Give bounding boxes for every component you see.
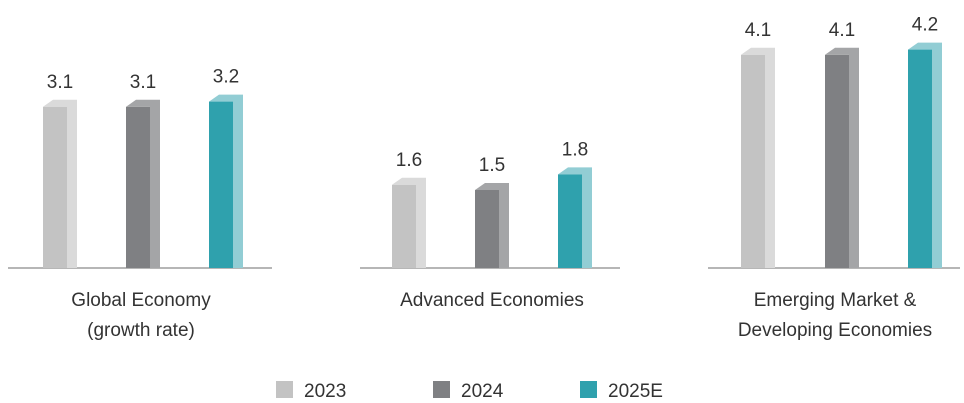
bar-side <box>392 177 426 268</box>
bar <box>209 101 233 268</box>
bar <box>558 174 582 268</box>
bar <box>908 49 932 268</box>
bar-side <box>825 47 859 268</box>
data-label: 3.2 <box>213 67 239 88</box>
bar-side <box>126 99 160 268</box>
legend-swatch <box>276 381 293 398</box>
data-label: 3.1 <box>130 72 156 93</box>
bar <box>392 184 416 268</box>
bar-side <box>475 183 509 268</box>
data-label: 1.8 <box>562 139 588 160</box>
data-label: 1.6 <box>396 150 422 171</box>
data-label: 4.1 <box>829 20 855 41</box>
bar <box>741 54 765 268</box>
legend-swatch <box>433 381 450 398</box>
bar-side <box>209 94 243 268</box>
bar <box>825 54 849 268</box>
category-label: (growth rate) <box>87 320 195 341</box>
bar <box>43 106 67 268</box>
bar <box>475 190 499 268</box>
bar-side <box>908 42 942 268</box>
category-label: Global Economy <box>71 290 211 311</box>
bar <box>126 106 150 268</box>
bar-side <box>43 99 77 268</box>
legend-label: 2025E <box>608 381 663 402</box>
data-label: 1.5 <box>479 155 505 176</box>
data-label: 4.1 <box>745 20 771 41</box>
data-label: 4.2 <box>912 15 938 36</box>
category-label: Advanced Economies <box>400 290 584 311</box>
legend-label: 2024 <box>461 381 504 402</box>
legend-label: 2023 <box>304 381 346 402</box>
category-label: Developing Economies <box>738 320 932 341</box>
legend-swatch <box>580 381 597 398</box>
bar-side <box>741 47 775 268</box>
data-label: 3.1 <box>47 72 73 93</box>
category-label: Emerging Market & <box>754 290 917 311</box>
bar-side <box>558 167 592 268</box>
